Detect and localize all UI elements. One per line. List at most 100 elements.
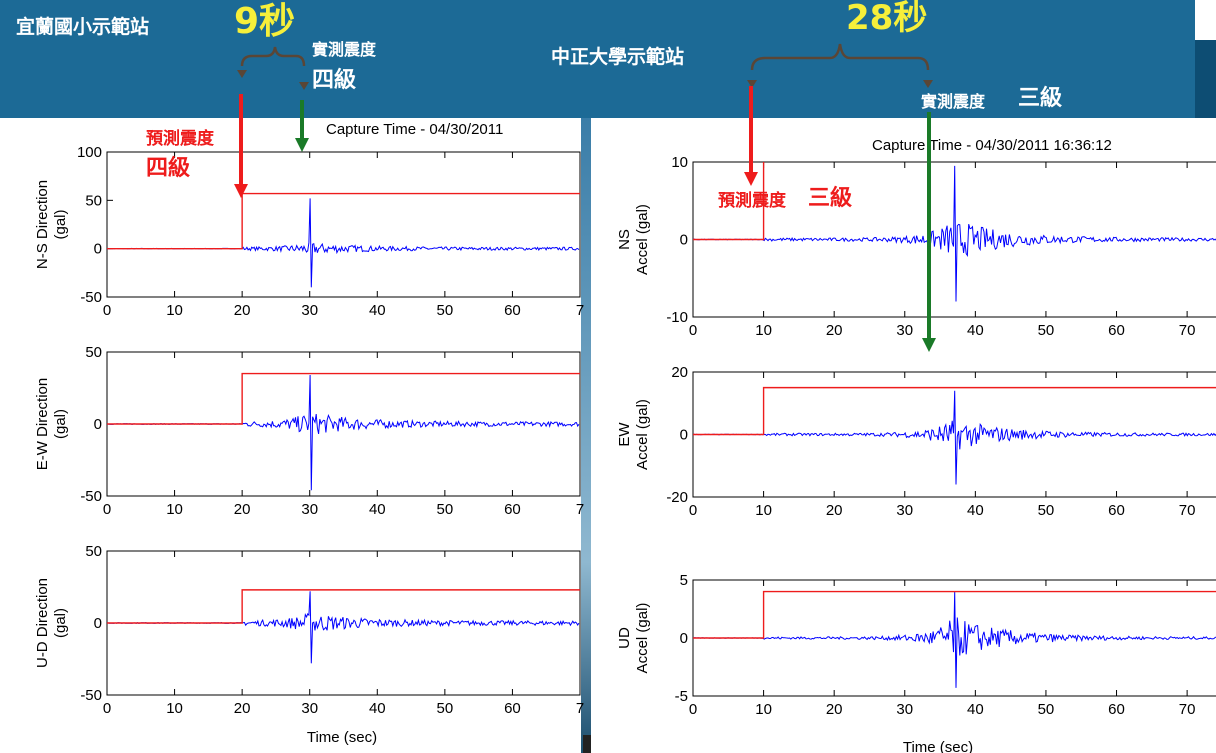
x-tick-label: 70 <box>1179 322 1196 339</box>
x-tick-label: 70 <box>1179 701 1196 718</box>
y-axis-label: UD <box>616 627 633 649</box>
left-x-axis-label: Time (sec) <box>307 729 377 746</box>
left-delay-seconds: 9秒 <box>234 1 296 42</box>
x-tick-label: 30 <box>896 701 913 718</box>
trigger-step-line <box>107 589 580 624</box>
left-observed-label: 實測震度 <box>312 40 377 59</box>
header-edge <box>1195 40 1216 118</box>
x-tick-label: 50 <box>1038 701 1055 718</box>
y-axis-label: EW <box>616 422 633 447</box>
right-predicted-level: 三級 <box>808 186 853 211</box>
waveform-line <box>693 390 1216 485</box>
left-observed-level: 四級 <box>312 68 357 93</box>
x-tick-label: 60 <box>1108 701 1125 718</box>
x-tick-label: 10 <box>166 700 183 717</box>
x-tick-label: 50 <box>1038 322 1055 339</box>
y-tick-label: 10 <box>671 154 688 171</box>
y-tick-label: -20 <box>666 489 688 506</box>
left-predicted-label: 預測震度 <box>146 129 214 149</box>
y-axis-label: Accel (gal) <box>634 399 651 470</box>
y-axis-label: (gal) <box>52 209 69 239</box>
x-tick-label: 30 <box>896 322 913 339</box>
x-tick-label: 40 <box>967 322 984 339</box>
x-tick-label: 0 <box>689 701 697 718</box>
x-tick-label: 0 <box>689 502 697 519</box>
x-tick-label: 30 <box>896 502 913 519</box>
x-tick-label: 50 <box>437 501 454 518</box>
panel-divider <box>581 118 591 753</box>
x-tick-label: 50 <box>1038 502 1055 519</box>
x-tick-label: 7 <box>576 501 584 518</box>
y-tick-label: 50 <box>85 344 102 361</box>
waveform-line <box>693 591 1216 688</box>
trigger-step-line <box>693 386 1216 436</box>
y-tick-label: -5 <box>675 688 688 705</box>
y-tick-label: 0 <box>94 416 102 433</box>
x-tick-label: 60 <box>504 302 521 319</box>
x-tick-label: 7 <box>576 302 584 319</box>
x-tick-label: 30 <box>301 700 318 717</box>
header-banner <box>0 0 1195 118</box>
x-tick-label: 0 <box>103 302 111 319</box>
x-tick-label: 30 <box>301 302 318 319</box>
divider-foot <box>583 735 591 753</box>
right-x-axis-label: Time (sec) <box>903 739 973 753</box>
y-tick-label: 50 <box>85 543 102 560</box>
y-axis-label: N-S Direction <box>34 180 51 269</box>
x-tick-label: 40 <box>369 501 386 518</box>
x-tick-label: 40 <box>369 302 386 319</box>
left-chart-title: Capture Time - 04/30/2011 <box>326 121 503 138</box>
trigger-step-line <box>693 162 765 241</box>
x-tick-label: 60 <box>1108 322 1125 339</box>
y-tick-label: 50 <box>85 192 102 209</box>
x-tick-label: 10 <box>166 501 183 518</box>
x-tick-label: 20 <box>826 322 843 339</box>
y-axis-label: (gal) <box>52 608 69 638</box>
x-tick-label: 60 <box>504 700 521 717</box>
right-station-name: 中正大學示範站 <box>551 46 685 68</box>
left-delay-brace <box>240 46 306 67</box>
y-axis-label: NS <box>616 229 633 250</box>
y-tick-label: 20 <box>671 364 688 381</box>
x-tick-label: 50 <box>437 700 454 717</box>
trigger-step-line <box>107 372 580 425</box>
y-tick-label: 0 <box>680 232 688 249</box>
x-tick-label: 10 <box>755 502 772 519</box>
x-tick-label: 40 <box>369 700 386 717</box>
x-tick-label: 0 <box>103 700 111 717</box>
trigger-step-line <box>107 192 580 250</box>
x-tick-label: 20 <box>826 701 843 718</box>
y-axis-label: Accel (gal) <box>634 204 651 275</box>
x-tick-label: 20 <box>234 501 251 518</box>
x-tick-label: 10 <box>166 302 183 319</box>
y-tick-label: -50 <box>80 289 102 306</box>
x-tick-label: 10 <box>755 701 772 718</box>
waveform-line <box>693 165 1216 302</box>
x-tick-label: 20 <box>234 302 251 319</box>
x-tick-label: 40 <box>967 701 984 718</box>
right-chart-title: Capture Time - 04/30/2011 16:36:12 <box>872 137 1112 154</box>
y-tick-label: 0 <box>680 427 688 444</box>
x-tick-label: 7 <box>576 700 584 717</box>
right-delay-brace <box>750 43 930 71</box>
y-tick-label: -50 <box>80 687 102 704</box>
x-tick-label: 60 <box>1108 502 1125 519</box>
left-predicted-level: 四級 <box>146 156 191 181</box>
plot-frame <box>106 151 581 298</box>
right-observed-level: 三級 <box>1018 86 1063 111</box>
y-tick-label: 0 <box>94 615 102 632</box>
x-tick-label: 0 <box>103 501 111 518</box>
right-observed-label: 實測震度 <box>921 92 986 111</box>
y-tick-label: 0 <box>94 241 102 258</box>
x-tick-label: 70 <box>1179 502 1196 519</box>
y-axis-label: Accel (gal) <box>634 603 651 674</box>
y-axis-label: U-D Direction <box>34 578 51 668</box>
x-tick-label: 50 <box>437 302 454 319</box>
y-axis-label: (gal) <box>52 409 69 439</box>
y-tick-label: -50 <box>80 488 102 505</box>
